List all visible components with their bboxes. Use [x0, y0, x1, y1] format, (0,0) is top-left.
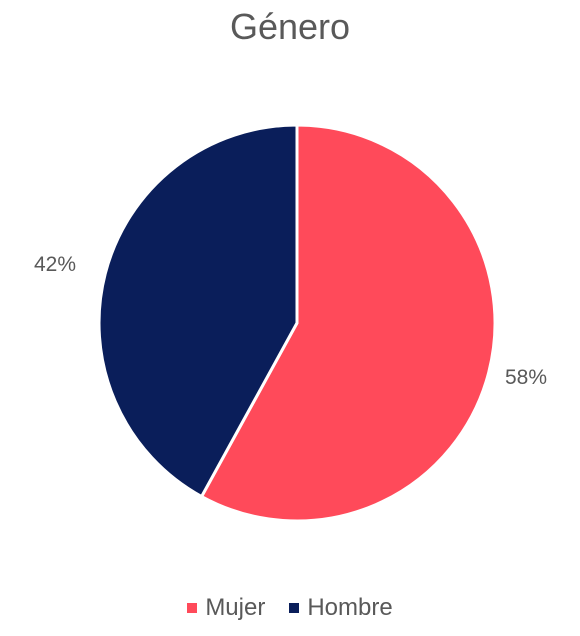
- legend-label-mujer: Mujer: [205, 594, 266, 621]
- legend-item-mujer: Mujer: [187, 594, 265, 622]
- legend-swatch-mujer: [187, 603, 198, 613]
- legend-swatch-hombre: [289, 603, 300, 613]
- legend-label-hombre: Hombre: [307, 594, 393, 621]
- chart-title: Género: [229, 6, 351, 47]
- pie-slice-mujer: [199, 123, 497, 523]
- legend-item-hombre: Hombre: [289, 594, 393, 622]
- data-label-mujer: 58%: [505, 366, 547, 389]
- data-label-hombre: 42%: [34, 253, 76, 276]
- legend: Mujer Hombre: [0, 594, 580, 622]
- pie-slice-hombre: [97, 123, 299, 499]
